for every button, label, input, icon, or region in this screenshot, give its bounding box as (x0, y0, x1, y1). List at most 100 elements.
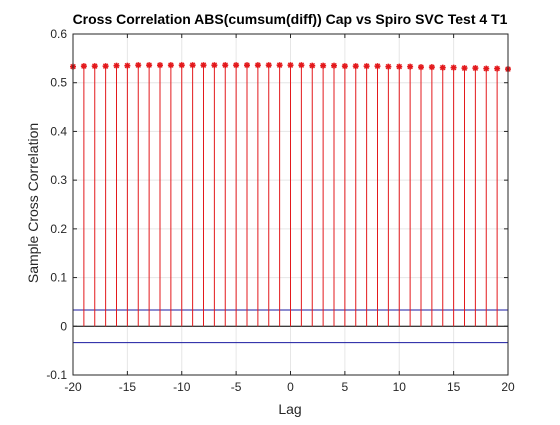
marker-stroke (494, 65, 500, 72)
marker-stroke (287, 62, 294, 68)
marker-stroke (189, 62, 196, 68)
x-axis-label: Lag (278, 401, 301, 417)
marker-stroke (385, 63, 392, 70)
stem-marker (276, 62, 283, 69)
stem-marker (309, 62, 316, 69)
chart-title: Cross Correlation ABS(cumsum(diff)) Cap … (73, 11, 508, 27)
y-axis-label: Sample Cross Correlation (25, 123, 41, 283)
marker-stroke (363, 63, 370, 69)
stem-marker (418, 64, 424, 71)
marker-stroke (483, 65, 489, 72)
x-tick-label: -20 (64, 380, 82, 394)
stem-series (70, 62, 511, 327)
stem-marker (124, 62, 131, 69)
stem-marker (91, 63, 98, 70)
stem-marker (331, 62, 337, 69)
marker-stroke (276, 62, 283, 68)
stem-marker (341, 63, 348, 70)
marker-stroke (222, 62, 228, 68)
marker-stroke (418, 64, 424, 70)
stem-marker (374, 63, 381, 70)
y-tick-label: 0.2 (50, 222, 67, 236)
stem-marker (461, 65, 468, 72)
marker-stroke (168, 62, 174, 68)
stem-marker (472, 65, 479, 72)
marker-stroke (157, 62, 163, 68)
x-tick-label: 0 (287, 380, 294, 394)
stem-marker (189, 62, 196, 69)
marker-stroke (374, 63, 381, 69)
marker-stroke (320, 62, 326, 69)
stem-marker (211, 62, 218, 69)
marker-stroke (440, 64, 446, 71)
x-tick-label: 15 (447, 380, 461, 394)
x-tick-label: -15 (119, 380, 137, 394)
stem-marker (352, 63, 359, 70)
marker-stroke (396, 63, 402, 70)
x-tick-label: -10 (173, 380, 191, 394)
stem-marker (363, 63, 370, 70)
stem-marker (157, 62, 163, 69)
marker-stroke (81, 63, 87, 69)
marker-stroke (450, 64, 457, 71)
y-tick-label: 0.6 (50, 27, 67, 41)
y-tick-label: 0 (60, 319, 67, 333)
stem-marker (135, 62, 142, 69)
stem-marker (146, 62, 153, 69)
marker-stroke (200, 62, 207, 68)
stem-marker (298, 62, 305, 69)
y-tick-label: 0.4 (50, 124, 67, 138)
marker-stroke (244, 62, 250, 68)
stem-marker (113, 62, 120, 69)
marker-stroke (342, 63, 348, 69)
stem-marker (320, 62, 327, 69)
y-tick-label: -0.1 (46, 368, 67, 382)
marker-stroke (266, 62, 272, 68)
stem-marker (244, 62, 250, 69)
marker-stroke (211, 62, 218, 68)
marker-stroke (429, 64, 435, 70)
marker-stroke (146, 62, 152, 68)
stem-marker (222, 62, 229, 69)
stem-marker (483, 65, 490, 72)
stem-marker (385, 63, 392, 70)
stem-marker (450, 64, 457, 71)
stem-marker (167, 62, 174, 69)
marker-stroke (255, 62, 261, 68)
marker-stroke (472, 65, 479, 71)
stem-marker (396, 63, 403, 70)
marker-stroke (331, 62, 337, 69)
y-tick-label: 0.5 (50, 76, 67, 90)
marker-stroke (353, 63, 359, 69)
marker-stroke (124, 62, 131, 69)
y-tick-label: 0.1 (50, 271, 67, 285)
marker-stroke (461, 65, 468, 71)
stem-marker (200, 62, 207, 69)
stem-marker (494, 65, 501, 72)
x-tick-label: 5 (342, 380, 349, 394)
stem-marker (102, 63, 109, 70)
stem-marker (287, 62, 294, 69)
stem-marker (80, 63, 87, 70)
x-tick-label: 20 (501, 380, 515, 394)
marker-stroke (113, 62, 120, 69)
tick-labels: -20 -15 -10 -5 0 5 10 15 20 -0.1 0 0.1 0.2 0.3 0.4 0.5 0… (46, 27, 515, 394)
marker-stroke (135, 62, 141, 68)
marker-stroke (309, 62, 315, 69)
marker-stroke (179, 62, 185, 68)
stem-marker (407, 63, 414, 70)
stem-marker (233, 62, 240, 69)
stem-marker (178, 62, 185, 69)
y-tick-label: 0.3 (50, 173, 67, 187)
stem-marker (254, 62, 261, 69)
x-tick-label: 10 (393, 380, 407, 394)
x-tick-label: -5 (231, 380, 242, 394)
marker-stroke (92, 63, 98, 69)
marker-stroke (407, 63, 413, 70)
marker-stroke (298, 62, 305, 68)
marker-stroke (102, 63, 109, 69)
marker-stroke (233, 62, 239, 68)
stem-marker (265, 62, 272, 69)
